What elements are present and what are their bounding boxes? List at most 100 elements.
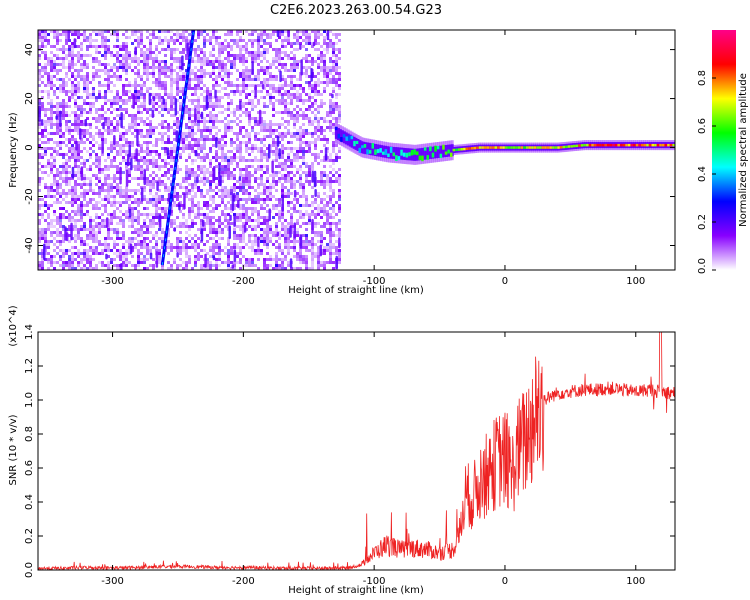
heatmap-cell — [134, 57, 137, 60]
heatmap-cell — [221, 48, 224, 51]
heatmap-cell — [284, 267, 287, 270]
heatmap-cell — [275, 141, 278, 144]
heatmap-cell — [173, 108, 176, 111]
heatmap-cell — [74, 129, 77, 132]
heatmap-cell — [221, 180, 224, 183]
heatmap-cell — [212, 180, 215, 183]
heatmap-cell — [188, 72, 191, 75]
heatmap-cell — [146, 69, 149, 72]
heatmap-cell — [137, 258, 140, 261]
heatmap-cell — [299, 156, 302, 159]
heatmap-cell — [197, 186, 200, 189]
heatmap-cell — [167, 39, 170, 42]
heatmap-cell — [101, 168, 104, 171]
heatmap-cell — [191, 129, 194, 132]
heatmap-cell — [293, 204, 296, 207]
heatmap-cell — [260, 249, 263, 252]
heatmap-cell — [254, 228, 257, 231]
heatmap-cell — [71, 192, 74, 195]
heatmap-cell — [101, 264, 104, 267]
heatmap-cell — [329, 60, 332, 63]
heatmap-cell — [77, 129, 80, 132]
heatmap-cell — [293, 126, 296, 129]
heatmap-cell — [269, 255, 272, 258]
heatmap-cell — [131, 114, 134, 117]
heatmap-cell — [197, 45, 200, 48]
heatmap-cell — [125, 102, 128, 105]
heatmap-cell — [254, 189, 257, 192]
heatmap-cell — [194, 177, 197, 180]
heatmap-cell — [83, 141, 86, 144]
heatmap-cell — [266, 165, 269, 168]
heatmap-cell — [329, 30, 332, 33]
heatmap-cell — [203, 108, 206, 111]
heatmap-cell — [59, 264, 62, 267]
heatmap-cell — [38, 252, 41, 255]
heatmap-cell — [212, 249, 215, 252]
heatmap-cell — [119, 60, 122, 63]
heatmap-cell — [56, 189, 59, 192]
heatmap-cell — [257, 39, 260, 42]
heatmap-cell — [173, 150, 176, 153]
heatmap-cell — [116, 201, 119, 204]
heatmap-cell — [284, 147, 287, 150]
heatmap-cell — [296, 138, 299, 141]
heatmap-cell — [239, 213, 242, 216]
heatmap-cell — [218, 45, 221, 48]
heatmap-cell — [227, 69, 230, 72]
heatmap-cell — [65, 90, 68, 93]
heatmap-cell — [268, 208, 271, 222]
heatmap-cell — [129, 243, 133, 255]
heatmap-cell — [278, 132, 281, 135]
heatmap-cell — [104, 189, 107, 192]
heatmap-cell — [80, 267, 83, 270]
heatmap-cell — [47, 57, 50, 60]
heatmap-cell — [137, 264, 140, 267]
heatmap-cell — [140, 78, 143, 81]
heatmap-cell — [113, 264, 116, 267]
heatmap-cell — [227, 114, 230, 117]
heatmap-cell — [50, 84, 53, 87]
heatmap-cell — [56, 216, 59, 219]
heatmap-cell — [254, 264, 257, 267]
heatmap-cell — [278, 111, 281, 114]
heatmap-cell — [206, 207, 209, 210]
heatmap-cell — [83, 258, 86, 261]
heatmap-cell — [188, 75, 191, 78]
heatmap-cell — [137, 261, 140, 264]
heatmap-cell — [56, 246, 59, 249]
heatmap-cell — [302, 189, 305, 192]
heatmap-cell — [74, 102, 77, 105]
heatmap-cell — [47, 252, 50, 255]
heatmap-cell — [203, 168, 206, 171]
heatmap-cell — [221, 96, 224, 99]
heatmap-cell — [224, 126, 227, 129]
heatmap-cell — [179, 96, 182, 99]
heatmap-cell — [314, 81, 317, 84]
heatmap-cell — [269, 66, 272, 69]
heatmap-cell — [173, 57, 176, 60]
heatmap-cell — [257, 183, 260, 186]
heatmap-cell — [98, 186, 101, 189]
heatmap-cell — [203, 60, 206, 63]
heatmap-cell — [236, 225, 239, 228]
heatmap-cell — [302, 153, 305, 156]
heatmap-cell — [65, 159, 68, 162]
heatmap-cell — [314, 207, 317, 210]
heatmap-cell — [74, 123, 77, 126]
heatmap-cell — [299, 36, 302, 39]
heatmap-cell — [80, 141, 83, 144]
heatmap-cell — [41, 147, 44, 150]
heatmap-cell — [137, 30, 140, 33]
heatmap-cell — [317, 192, 320, 195]
heatmap-cell — [275, 255, 278, 258]
heatmap-cell — [323, 117, 326, 120]
heatmap-cell — [119, 189, 122, 192]
heatmap-cell — [238, 176, 242, 181]
heatmap-cell — [290, 201, 293, 204]
heatmap-cell — [95, 174, 98, 177]
heatmap-cell — [101, 135, 104, 138]
heatmap-cell — [110, 186, 113, 189]
heatmap-cell — [179, 141, 182, 144]
heatmap-cell — [146, 216, 149, 219]
